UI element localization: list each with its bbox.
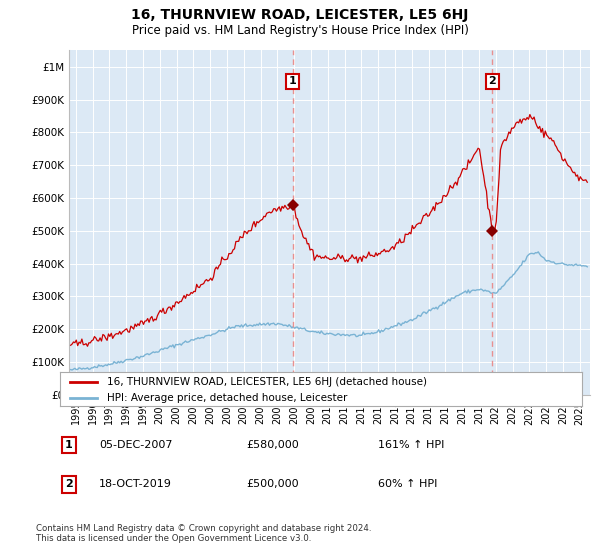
Text: HPI: Average price, detached house, Leicester: HPI: Average price, detached house, Leic…: [107, 393, 347, 403]
Text: 16, THURNVIEW ROAD, LEICESTER, LE5 6HJ (detached house): 16, THURNVIEW ROAD, LEICESTER, LE5 6HJ (…: [107, 377, 427, 387]
Text: 1: 1: [65, 440, 73, 450]
Text: £580,000: £580,000: [246, 440, 299, 450]
Text: Price paid vs. HM Land Registry's House Price Index (HPI): Price paid vs. HM Land Registry's House …: [131, 24, 469, 36]
Text: 1: 1: [289, 76, 296, 86]
Text: 161% ↑ HPI: 161% ↑ HPI: [378, 440, 445, 450]
Text: 60% ↑ HPI: 60% ↑ HPI: [378, 479, 437, 489]
Text: 16, THURNVIEW ROAD, LEICESTER, LE5 6HJ: 16, THURNVIEW ROAD, LEICESTER, LE5 6HJ: [131, 8, 469, 22]
Text: 2: 2: [65, 479, 73, 489]
Text: £500,000: £500,000: [246, 479, 299, 489]
Text: 05-DEC-2007: 05-DEC-2007: [99, 440, 173, 450]
Text: Contains HM Land Registry data © Crown copyright and database right 2024.: Contains HM Land Registry data © Crown c…: [36, 524, 371, 533]
Text: 2: 2: [488, 76, 496, 86]
Text: This data is licensed under the Open Government Licence v3.0.: This data is licensed under the Open Gov…: [36, 534, 311, 543]
Text: 18-OCT-2019: 18-OCT-2019: [99, 479, 172, 489]
